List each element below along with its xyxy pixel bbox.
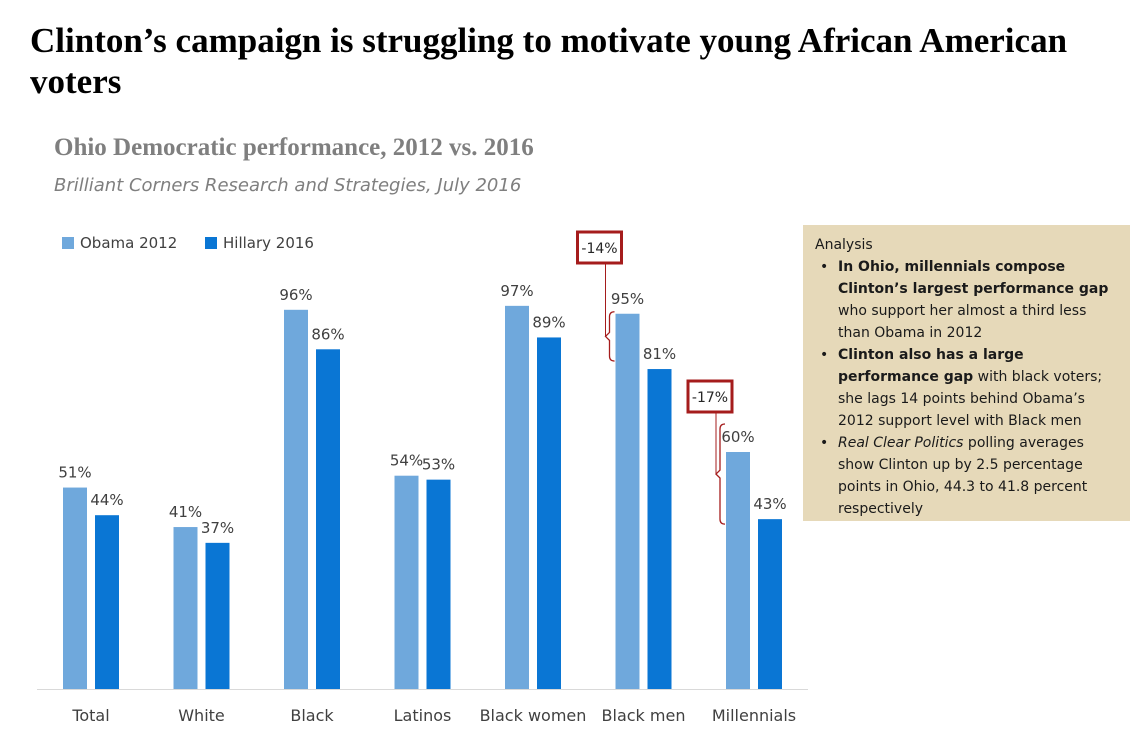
analysis-bullet: Real Clear Politics polling averages sho… xyxy=(815,432,1118,520)
bar xyxy=(426,479,451,689)
bar xyxy=(758,519,782,689)
tick-label: Black xyxy=(290,706,334,725)
gap-annotation-box xyxy=(576,230,623,265)
data-label: 51% xyxy=(58,464,91,482)
bar xyxy=(205,542,230,689)
data-label: 41% xyxy=(169,503,202,521)
gap-annotation-box xyxy=(686,379,734,414)
tick-label: Latinos xyxy=(394,706,452,725)
analysis-bullet-emphasis: In Ohio, millennials compose Clinton’s l… xyxy=(838,259,1109,297)
data-label: 86% xyxy=(311,325,344,343)
tick-label: Black men xyxy=(602,706,686,725)
bar xyxy=(537,337,561,689)
analysis-bullet-text: polling averages show Clinton up by 2.5 … xyxy=(838,435,1088,517)
analysis-heading: Analysis xyxy=(815,237,873,253)
bar xyxy=(726,452,750,689)
bar xyxy=(647,369,672,689)
data-label: 37% xyxy=(201,519,234,537)
tick-label: Total xyxy=(71,706,109,725)
legend-swatch xyxy=(62,237,74,249)
legend-label: Hillary 2016 xyxy=(223,234,314,252)
bar xyxy=(63,487,87,689)
bar xyxy=(394,475,419,689)
chart-title: Ohio Democratic performance, 2012 vs. 20… xyxy=(54,134,534,161)
bar xyxy=(173,527,198,689)
analysis-list: In Ohio, millennials compose Clinton’s l… xyxy=(815,256,1118,520)
data-label: 96% xyxy=(279,286,312,304)
analysis-bullet-text: who support her almost a third less than… xyxy=(838,303,1087,341)
data-label: 89% xyxy=(532,313,565,331)
data-label: 95% xyxy=(611,290,644,308)
data-label: 54% xyxy=(390,452,423,470)
bar xyxy=(505,305,529,689)
tick-label: White xyxy=(178,706,225,725)
gap-annotation-label: -14% xyxy=(581,241,617,257)
chart-subtitle: Brilliant Corners Research and Strategie… xyxy=(54,175,522,196)
data-label: 53% xyxy=(422,456,455,474)
tick-label: Black women xyxy=(480,706,587,725)
page-headline: Clinton’s campaign is struggling to moti… xyxy=(30,21,1068,101)
bar xyxy=(95,515,119,689)
analysis-bullet: In Ohio, millennials compose Clinton’s l… xyxy=(815,256,1118,344)
bar xyxy=(615,313,640,689)
analysis-panel: Analysis In Ohio, millennials compose Cl… xyxy=(803,225,1130,521)
legend-label: Obama 2012 xyxy=(80,234,177,252)
tick-label: Millennials xyxy=(712,706,796,725)
analysis-bullet-emphasis: Clinton also has a large performance gap xyxy=(838,347,1024,385)
bar xyxy=(316,349,340,689)
analysis-bullet: Clinton also has a large performance gap… xyxy=(815,344,1118,432)
analysis-bullet-text: with black voters; she lags 14 points be… xyxy=(838,369,1103,429)
gap-bracket xyxy=(604,311,615,362)
data-label: 43% xyxy=(753,495,786,513)
data-label: 81% xyxy=(643,345,676,363)
gap-annotation-label: -17% xyxy=(692,390,728,406)
data-label: 60% xyxy=(721,428,754,446)
data-label: 97% xyxy=(500,282,533,300)
data-label: 44% xyxy=(90,491,123,509)
analysis-bullet-emphasis: Real Clear Politics xyxy=(838,435,964,451)
legend-swatch xyxy=(205,237,217,249)
bar xyxy=(284,309,308,689)
